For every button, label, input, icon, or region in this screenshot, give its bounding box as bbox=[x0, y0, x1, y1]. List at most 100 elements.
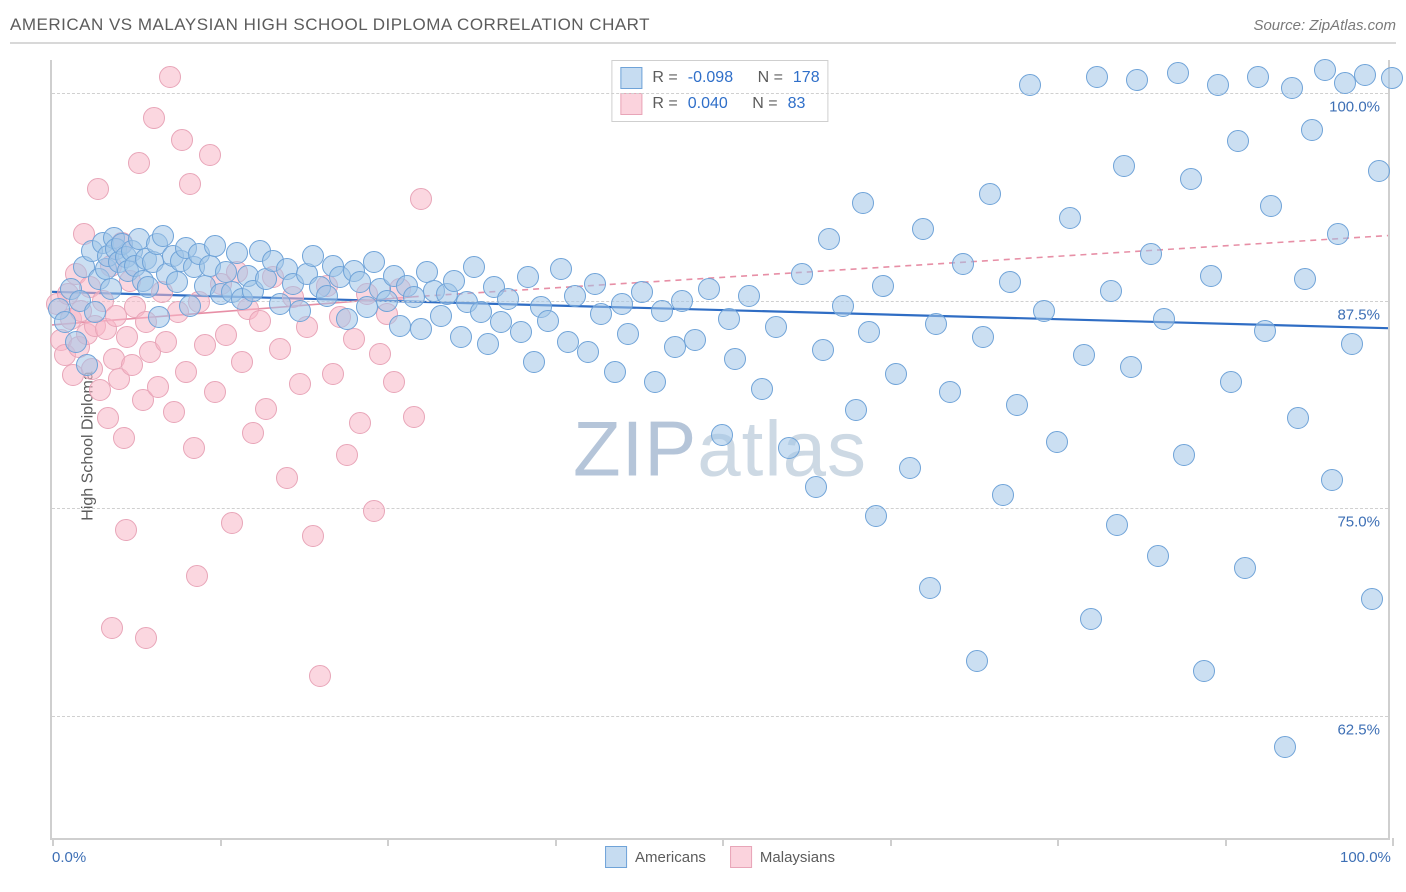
n-value-americans: 178 bbox=[793, 69, 820, 87]
scatter-point bbox=[276, 467, 298, 489]
scatter-point bbox=[912, 218, 934, 240]
scatter-point bbox=[54, 311, 76, 333]
scatter-point bbox=[97, 407, 119, 429]
scatter-point bbox=[1120, 356, 1142, 378]
scatter-point bbox=[1113, 155, 1135, 177]
scatter-point bbox=[1227, 130, 1249, 152]
scatter-point bbox=[204, 381, 226, 403]
scatter-point bbox=[1287, 407, 1309, 429]
scatter-point bbox=[972, 326, 994, 348]
scatter-point bbox=[664, 336, 686, 358]
x-tick-label: 0.0% bbox=[52, 849, 86, 866]
scatter-point bbox=[1281, 77, 1303, 99]
scatter-point bbox=[269, 338, 291, 360]
scatter-point bbox=[204, 235, 226, 257]
gridline-h bbox=[52, 716, 1388, 717]
y-tick-label: 62.5% bbox=[1337, 721, 1380, 738]
scatter-point bbox=[778, 437, 800, 459]
scatter-point bbox=[899, 457, 921, 479]
scatter-point bbox=[979, 183, 1001, 205]
scatter-point bbox=[523, 351, 545, 373]
scatter-point bbox=[87, 178, 109, 200]
scatter-point bbox=[872, 275, 894, 297]
scatter-point bbox=[477, 333, 499, 355]
scatter-point bbox=[510, 321, 532, 343]
scatter-point bbox=[1153, 308, 1175, 330]
scatter-point bbox=[215, 324, 237, 346]
scatter-point bbox=[1294, 268, 1316, 290]
scatter-point bbox=[383, 371, 405, 393]
scatter-point bbox=[1354, 64, 1376, 86]
scatter-point bbox=[992, 484, 1014, 506]
scatter-point bbox=[1260, 195, 1282, 217]
scatter-point bbox=[550, 258, 572, 280]
scatter-point bbox=[604, 361, 626, 383]
scatter-point bbox=[143, 107, 165, 129]
scatter-point bbox=[644, 371, 666, 393]
scatter-point bbox=[1033, 300, 1055, 322]
scatter-point bbox=[818, 228, 840, 250]
scatter-point bbox=[939, 381, 961, 403]
scatter-point bbox=[163, 401, 185, 423]
scatter-point bbox=[1334, 72, 1356, 94]
scatter-point bbox=[497, 288, 519, 310]
scatter-point bbox=[617, 323, 639, 345]
scatter-point bbox=[1080, 608, 1102, 630]
scatter-point bbox=[116, 326, 138, 348]
scatter-point bbox=[231, 351, 253, 373]
scatter-point bbox=[724, 348, 746, 370]
scatter-point bbox=[684, 329, 706, 351]
r-value-malaysians: 0.040 bbox=[688, 95, 728, 113]
scatter-point bbox=[84, 301, 106, 323]
scatter-point bbox=[865, 505, 887, 527]
scatter-point bbox=[135, 627, 157, 649]
legend-stats-box: R = -0.098 N = 178 R = 0.040 N = 83 bbox=[611, 60, 828, 122]
legend-label-americans: Americans bbox=[635, 849, 706, 866]
scatter-point bbox=[166, 271, 188, 293]
scatter-point bbox=[698, 278, 720, 300]
scatter-point bbox=[1006, 394, 1028, 416]
scatter-point bbox=[1200, 265, 1222, 287]
scatter-point bbox=[1234, 557, 1256, 579]
scatter-point bbox=[376, 290, 398, 312]
scatter-point bbox=[952, 253, 974, 275]
scatter-point bbox=[1193, 660, 1215, 682]
scatter-point bbox=[463, 256, 485, 278]
scatter-point bbox=[356, 296, 378, 318]
scatter-point bbox=[115, 519, 137, 541]
scatter-point bbox=[186, 565, 208, 587]
r-label-americans: R = bbox=[652, 69, 677, 87]
n-value-malaysians: 83 bbox=[788, 95, 806, 113]
scatter-point bbox=[1321, 469, 1343, 491]
scatter-point bbox=[194, 334, 216, 356]
scatter-point bbox=[805, 476, 827, 498]
scatter-point bbox=[537, 310, 559, 332]
scatter-point bbox=[1147, 545, 1169, 567]
scatter-point bbox=[302, 245, 324, 267]
scatter-point bbox=[885, 363, 907, 385]
legend-series-bottom: Americans Malaysians bbox=[605, 846, 835, 868]
watermark-zip: ZIP bbox=[573, 405, 697, 493]
scatter-point bbox=[249, 310, 271, 332]
scatter-point bbox=[443, 270, 465, 292]
chart-container: AMERICAN VS MALAYSIAN HIGH SCHOOL DIPLOM… bbox=[0, 0, 1406, 892]
scatter-point bbox=[221, 512, 243, 534]
scatter-point bbox=[1167, 62, 1189, 84]
n-label-malaysians: N = bbox=[752, 95, 777, 113]
scatter-point bbox=[179, 173, 201, 195]
scatter-point bbox=[410, 318, 432, 340]
scatter-point bbox=[269, 293, 291, 315]
scatter-point bbox=[812, 339, 834, 361]
swatch-blue-icon bbox=[620, 67, 642, 89]
scatter-point bbox=[925, 313, 947, 335]
scatter-point bbox=[1381, 67, 1403, 89]
y-tick-label: 100.0% bbox=[1329, 99, 1380, 116]
swatch-pink-icon bbox=[620, 93, 642, 115]
scatter-point bbox=[100, 278, 122, 300]
x-tick bbox=[1057, 838, 1059, 846]
plot-area: ZIPatlas R = -0.098 N = 178 R = 0.040 N … bbox=[50, 60, 1390, 840]
scatter-point bbox=[999, 271, 1021, 293]
scatter-point bbox=[1126, 69, 1148, 91]
scatter-point bbox=[966, 650, 988, 672]
scatter-point bbox=[1180, 168, 1202, 190]
